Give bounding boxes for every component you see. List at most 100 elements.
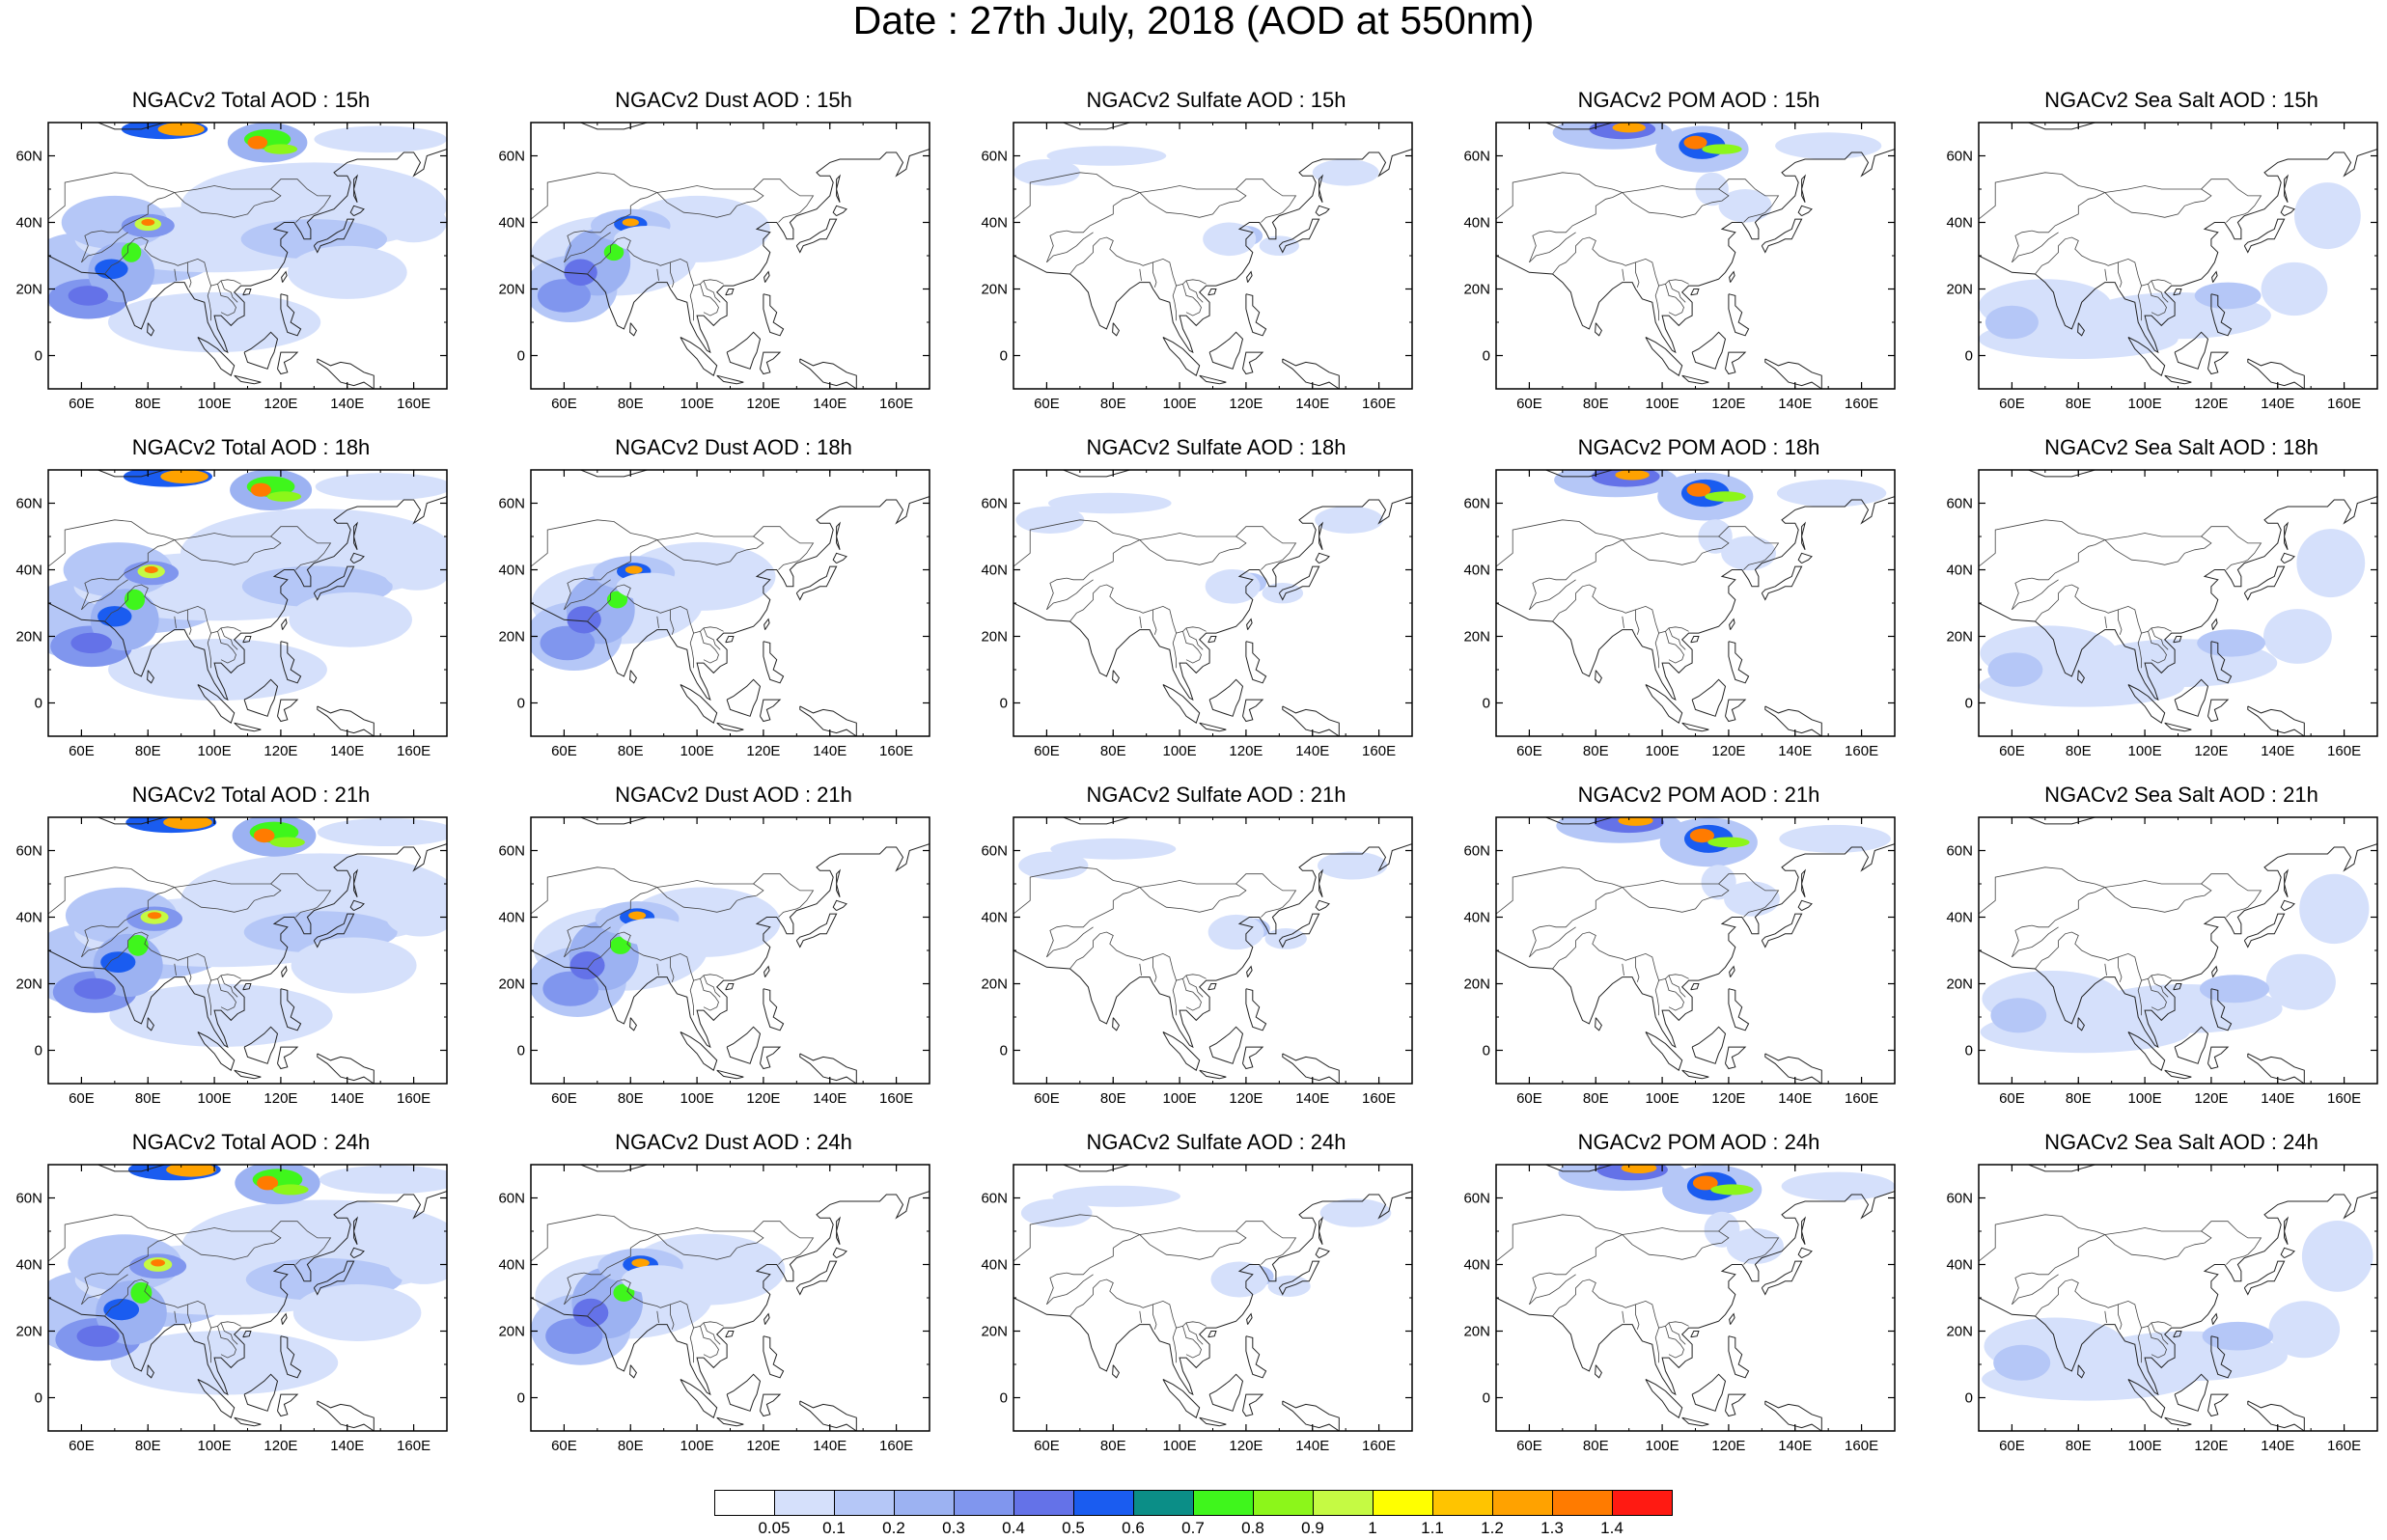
coastline xyxy=(1801,868,1807,898)
lat-tick-label: 20N xyxy=(498,629,525,646)
colorbar-label: 1 xyxy=(1368,1519,1377,1537)
aod-field xyxy=(1979,182,2361,359)
aod-contour-level-4 xyxy=(540,625,596,661)
lon-tick-label: 80E xyxy=(2066,1438,2092,1454)
coastline xyxy=(1979,1191,2377,1396)
country-borders xyxy=(1496,519,1780,669)
country-border xyxy=(1172,1327,1177,1363)
lat-tick-label: 0 xyxy=(35,1390,42,1407)
country-border xyxy=(1069,584,1207,634)
lon-tick-label: 60E xyxy=(551,1438,577,1454)
coastline xyxy=(1691,1026,1727,1064)
country-border xyxy=(2118,609,2123,635)
coastline xyxy=(1199,1069,1227,1080)
coastline xyxy=(48,496,447,701)
coastline xyxy=(1496,1191,1895,1396)
coastline xyxy=(1595,1364,1602,1379)
coastline xyxy=(147,1017,154,1031)
aod-contour-level-1 xyxy=(289,591,413,647)
country-border xyxy=(1529,926,1576,958)
country-border xyxy=(2035,931,2172,981)
lat-tick-label: 60N xyxy=(1946,496,1973,512)
aod-contour-level-1 xyxy=(1262,583,1304,604)
country-border xyxy=(1182,631,1202,664)
colorbar-swatch xyxy=(1313,1490,1374,1516)
lat-tick-label: 60N xyxy=(1946,843,1973,860)
lon-tick-label: 60E xyxy=(1516,1438,1542,1454)
aod-contour-level-13 xyxy=(622,218,639,227)
country-border xyxy=(1185,280,1204,303)
coastline xyxy=(317,705,375,736)
coastline xyxy=(531,496,930,701)
map-plot: 60E 80E 100E 120E 140E 160E 0 20N 40N 60N xyxy=(981,816,1413,1107)
country-border xyxy=(1979,519,2105,567)
lon-tick-label: 160E xyxy=(879,743,913,759)
aod-contour-level-9 xyxy=(1707,837,1750,848)
coastline xyxy=(2173,1331,2182,1338)
coastline xyxy=(836,521,842,551)
coastline xyxy=(795,218,838,254)
aod-contour-level-13 xyxy=(628,911,647,921)
country-border xyxy=(1046,1221,1297,1306)
coastline xyxy=(2247,1400,2305,1431)
coastline xyxy=(2028,817,2188,825)
colorbar-label: 0.7 xyxy=(1181,1519,1205,1537)
coastline xyxy=(1645,684,1683,724)
country-borders xyxy=(48,1214,332,1363)
coastlines xyxy=(1013,1165,1412,1431)
map-panel-dust-15h: NGACv2 Dust AOD : 15h 60E 80E 100E 120E 140E 1… xyxy=(492,89,975,436)
country-border xyxy=(2012,926,2059,958)
country-border xyxy=(1979,172,2105,220)
country-border xyxy=(564,1221,815,1306)
aod-field xyxy=(531,1233,786,1365)
lon-tick-label: 60E xyxy=(1034,1090,1060,1107)
lon-tick-label: 60E xyxy=(551,396,577,412)
country-border xyxy=(1172,979,1177,1016)
country-border xyxy=(1654,285,1659,321)
coastline xyxy=(277,699,299,723)
coastline xyxy=(716,374,744,385)
coastline xyxy=(1246,1312,1253,1325)
lon-tick-label: 60E xyxy=(1034,743,1060,759)
lat-tick-label: 20N xyxy=(981,629,1008,646)
coastline xyxy=(277,1046,299,1070)
country-border xyxy=(1069,931,1207,981)
aod-contour-level-5 xyxy=(76,1325,120,1347)
coastline xyxy=(1278,218,1320,254)
country-border xyxy=(81,926,128,958)
country-border xyxy=(2151,975,2169,998)
coastline xyxy=(1496,843,1895,1049)
coastline xyxy=(1761,565,1803,601)
lon-tick-label: 80E xyxy=(135,1438,161,1454)
country-border xyxy=(2012,579,2059,611)
aod-contour-level-1 xyxy=(1701,865,1736,900)
aod-field xyxy=(1015,492,1383,604)
country-border xyxy=(656,616,659,628)
coastline xyxy=(629,670,637,684)
coastline xyxy=(280,1335,302,1379)
lat-tick-label: 40N xyxy=(981,563,1008,579)
aod-contour-level-1 xyxy=(315,473,447,501)
panel-title: NGACv2 POM AOD : 24h xyxy=(1577,1130,1820,1154)
coastline xyxy=(1797,899,1813,912)
coastline xyxy=(280,988,302,1031)
lat-tick-label: 20N xyxy=(15,282,42,298)
lon-tick-label: 140E xyxy=(2261,1438,2294,1454)
country-border xyxy=(174,268,177,281)
country-border xyxy=(564,1274,611,1306)
country-border xyxy=(174,616,177,628)
coastline xyxy=(1207,1331,1217,1338)
map-panel-seasalt-15h: NGACv2 Sea Salt AOD : 15h 60E 80E 100E 120E 1… xyxy=(1940,89,2387,436)
aod-field xyxy=(1982,1221,2373,1401)
map-plot: 60E 80E 100E 120E 140E 160E 0 20N 40N 60N xyxy=(15,122,448,412)
page-title: Date : 27th July, 2018 (AOD at 550nm) xyxy=(852,0,1535,42)
lat-tick-label: 40N xyxy=(1946,910,1973,926)
aod-contour-level-13 xyxy=(163,817,212,830)
country-border xyxy=(1529,179,1780,263)
coastline xyxy=(1728,988,1750,1031)
aod-contour-level-1 xyxy=(1704,1211,1740,1248)
lon-tick-label: 160E xyxy=(2327,396,2361,412)
country-border xyxy=(1139,1227,1236,1235)
country-border xyxy=(2151,1322,2169,1345)
map-plot: 60E 80E 100E 120E 140E 160E 0 20N 40N 60N xyxy=(498,1164,930,1454)
